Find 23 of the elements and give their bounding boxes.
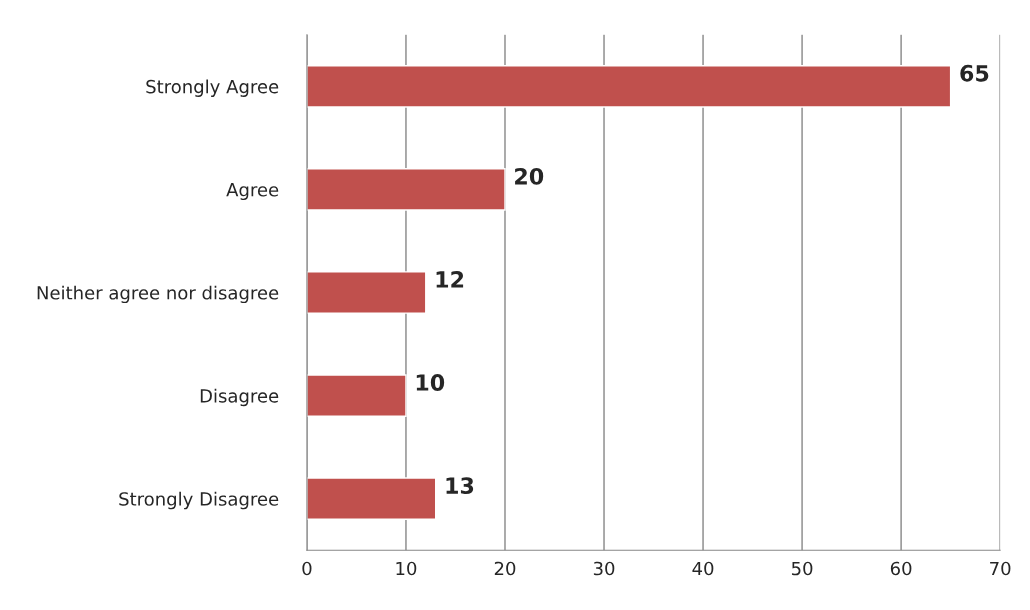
y-tick-label: Strongly Agree [146, 79, 279, 97]
x-tick-label: 60 [890, 561, 912, 576]
bar [306, 271, 427, 314]
data-label: 10 [416, 374, 445, 391]
bar [306, 168, 506, 211]
x-tick-label: 30 [593, 561, 615, 576]
x-tick-label: 70 [990, 561, 1011, 576]
data-label: 20 [515, 167, 544, 185]
data-label: 13 [446, 477, 474, 495]
data-label: 65 [960, 64, 989, 82]
bar [306, 65, 952, 108]
x-tick-label: 50 [791, 561, 813, 576]
y-tick-label: Neither agree nor disagree [37, 285, 279, 304]
data-label: 12 [436, 271, 464, 288]
bar [306, 477, 437, 520]
x-tick-label: 20 [494, 561, 516, 576]
y-tick-label: Agree [226, 183, 279, 201]
bar [306, 374, 407, 417]
y-tick-label: Strongly Disagree [119, 491, 279, 510]
x-tick-label: 10 [396, 561, 417, 576]
y-tick-label: Disagree [200, 388, 279, 407]
x-tick-label: 0 [302, 561, 312, 576]
x-tick-label: 40 [692, 561, 714, 576]
